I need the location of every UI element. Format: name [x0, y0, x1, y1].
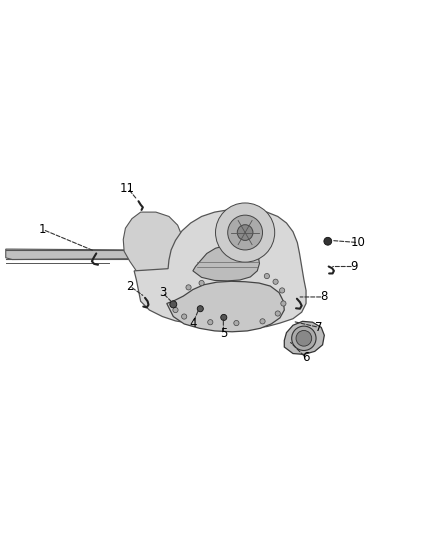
Circle shape	[264, 273, 269, 279]
Text: 3: 3	[159, 286, 166, 299]
Circle shape	[182, 314, 187, 319]
Circle shape	[228, 215, 262, 250]
Text: 1: 1	[39, 223, 46, 236]
Circle shape	[273, 279, 278, 284]
Text: 7: 7	[315, 321, 323, 334]
Text: 2: 2	[126, 280, 134, 293]
Text: 8: 8	[320, 290, 327, 303]
Circle shape	[199, 280, 204, 286]
Circle shape	[234, 320, 239, 326]
Circle shape	[281, 301, 286, 306]
Circle shape	[186, 285, 191, 290]
Polygon shape	[123, 212, 182, 271]
Circle shape	[215, 203, 275, 262]
Text: 10: 10	[351, 236, 366, 249]
Circle shape	[324, 237, 332, 245]
Polygon shape	[284, 321, 324, 354]
Polygon shape	[167, 281, 284, 332]
Circle shape	[292, 326, 316, 351]
Polygon shape	[193, 245, 259, 281]
Polygon shape	[6, 249, 136, 260]
Text: 9: 9	[350, 260, 358, 273]
Circle shape	[275, 311, 280, 316]
Text: 4: 4	[189, 317, 197, 329]
Circle shape	[197, 305, 203, 312]
Polygon shape	[134, 209, 306, 328]
Circle shape	[237, 225, 253, 240]
Circle shape	[221, 314, 227, 320]
Circle shape	[279, 288, 285, 293]
Circle shape	[170, 301, 177, 308]
Text: 11: 11	[120, 182, 135, 195]
Circle shape	[208, 320, 213, 325]
Text: 6: 6	[302, 351, 310, 365]
Circle shape	[260, 319, 265, 324]
Text: 5: 5	[220, 327, 227, 341]
Circle shape	[173, 308, 178, 313]
Circle shape	[296, 330, 312, 346]
